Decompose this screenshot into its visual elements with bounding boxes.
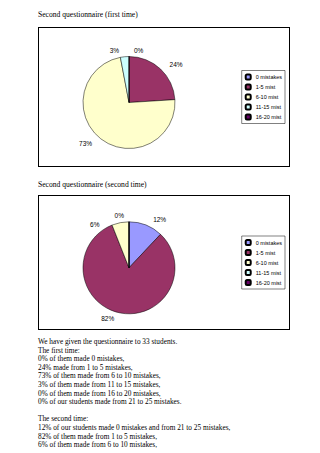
svg-text:82%: 82%	[101, 315, 114, 322]
html-text:Second questionnaire (second t: Second questionnaire (second time)	[38, 180, 147, 189]
svg-text:24%: 24%	[170, 61, 183, 68]
svg-text:0 mistakes: 0 mistakes	[256, 74, 283, 80]
svg-text:6-10 mist: 6-10 mist	[256, 260, 279, 266]
html-text:The first time:: The first time:	[38, 345, 80, 355]
svg-text:73%: 73%	[79, 140, 92, 147]
html-text:6% of them made from 6 to 10 m: 6% of them made from 6 to 10 mistakes,	[38, 440, 157, 450]
html-text:0% of them made 0 mistakes,: 0% of them made 0 mistakes,	[38, 354, 125, 364]
svg-text:11-15 mist: 11-15 mist	[256, 270, 282, 276]
html-text:Second questionnaire (first ti: Second questionnaire (first time)	[38, 10, 138, 19]
svg-text:0%: 0%	[115, 212, 125, 219]
html-text:12% of our students made 0 mis: 12% of our students made 0 mistakes and …	[38, 422, 231, 432]
html-text:The second time:: The second time:	[38, 414, 89, 424]
html-text:0% of them made from 16 to 20: 0% of them made from 16 to 20 mistakes,	[38, 388, 161, 398]
svg-text:0%: 0%	[134, 47, 144, 54]
svg-text:11-15 mist: 11-15 mist	[256, 104, 282, 110]
html-text:We have given the questionnair: We have given the questionnaire to 33 st…	[38, 337, 178, 346]
svg-text:16-20 mist: 16-20 mist	[256, 280, 282, 286]
svg-text:0 mistakes: 0 mistakes	[256, 240, 283, 246]
svg-text:12%: 12%	[153, 216, 166, 223]
html-text:0% of our students made from 2: 0% of our students made from 21 to 25 mi…	[38, 397, 182, 407]
html-text:82% of them made from 1 to 5 m: 82% of them made from 1 to 5 mistakes,	[38, 431, 157, 441]
svg-text:1-5 mist: 1-5 mist	[256, 250, 276, 256]
html-text:24% made from 1 to 5 mistakes,: 24% made from 1 to 5 mistakes,	[38, 362, 133, 372]
svg-text:3%: 3%	[110, 47, 120, 54]
svg-text:6-10 mist: 6-10 mist	[256, 94, 279, 100]
svg-text:16-20 mist: 16-20 mist	[256, 114, 282, 120]
svg-text:1-5 mist: 1-5 mist	[256, 84, 276, 90]
svg-text:6%: 6%	[90, 221, 100, 228]
html-text:3% of them made from 11 to 15: 3% of them made from 11 to 15 mistakes,	[38, 380, 161, 389]
html-text:73% of them made from 6 to 10: 73% of them made from 6 to 10 mistakes,	[38, 371, 161, 381]
